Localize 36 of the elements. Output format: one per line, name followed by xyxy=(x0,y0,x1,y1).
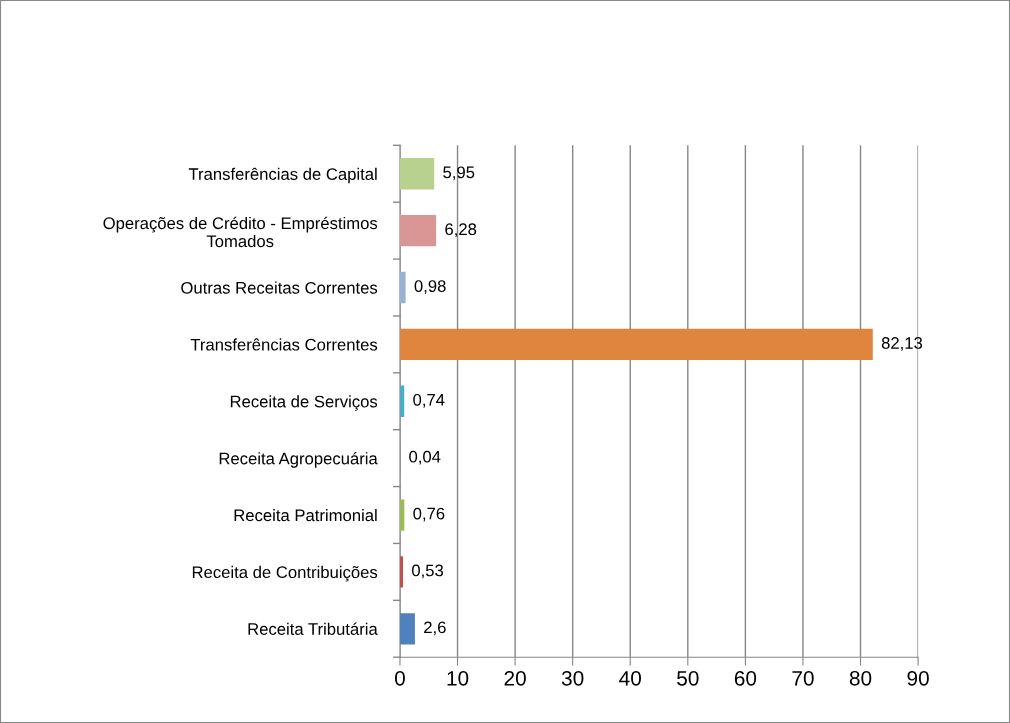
bar xyxy=(399,613,415,645)
data-label: 5,95 xyxy=(443,166,475,181)
data-label: 6,28 xyxy=(445,223,477,238)
y-tick-label: Outras Receitas Correntes xyxy=(181,281,378,294)
x-tick-label: 70 xyxy=(792,670,814,686)
bar xyxy=(399,271,406,304)
bar xyxy=(399,385,405,417)
bar xyxy=(399,556,404,588)
y-tick-label: Receita Agropecuária xyxy=(219,452,378,468)
bar xyxy=(399,328,873,361)
data-label: 2,6 xyxy=(424,621,446,636)
y-tick-label: Receita Patrimonial xyxy=(234,508,377,522)
x-tick-label: 0 xyxy=(394,670,405,686)
y-tick-label: Receita Tributária xyxy=(248,622,378,635)
bar xyxy=(399,215,437,247)
x-tick-label: 30 xyxy=(561,670,584,686)
bar xyxy=(399,499,405,531)
data-label: 82,13 xyxy=(881,337,923,351)
data-label: 0,98 xyxy=(414,280,446,294)
data-label: 0,53 xyxy=(412,564,444,579)
x-tick-label: 60 xyxy=(734,670,757,686)
y-tick-label: Operações de Crédito - Empréstimos Tomados xyxy=(103,216,378,248)
data-label: 0,76 xyxy=(413,507,445,522)
data-label: 0,74 xyxy=(413,393,445,408)
x-tick-label: 80 xyxy=(849,670,872,686)
bar xyxy=(399,158,435,190)
y-tick-label: Receita de Serviços xyxy=(230,395,378,411)
x-tick-label: 50 xyxy=(677,670,699,686)
y-tick-label: Transferências de Capital xyxy=(188,167,377,184)
x-tick-label: 10 xyxy=(447,670,469,686)
data-label: 0,04 xyxy=(409,450,441,465)
x-tick-label: 20 xyxy=(504,670,526,686)
y-tick-label: Transferências Correntes xyxy=(190,338,378,351)
x-tick-label: 90 xyxy=(907,670,929,686)
x-tick-label: 40 xyxy=(619,670,642,686)
y-tick-label: Receita de Contribuições xyxy=(192,565,378,582)
